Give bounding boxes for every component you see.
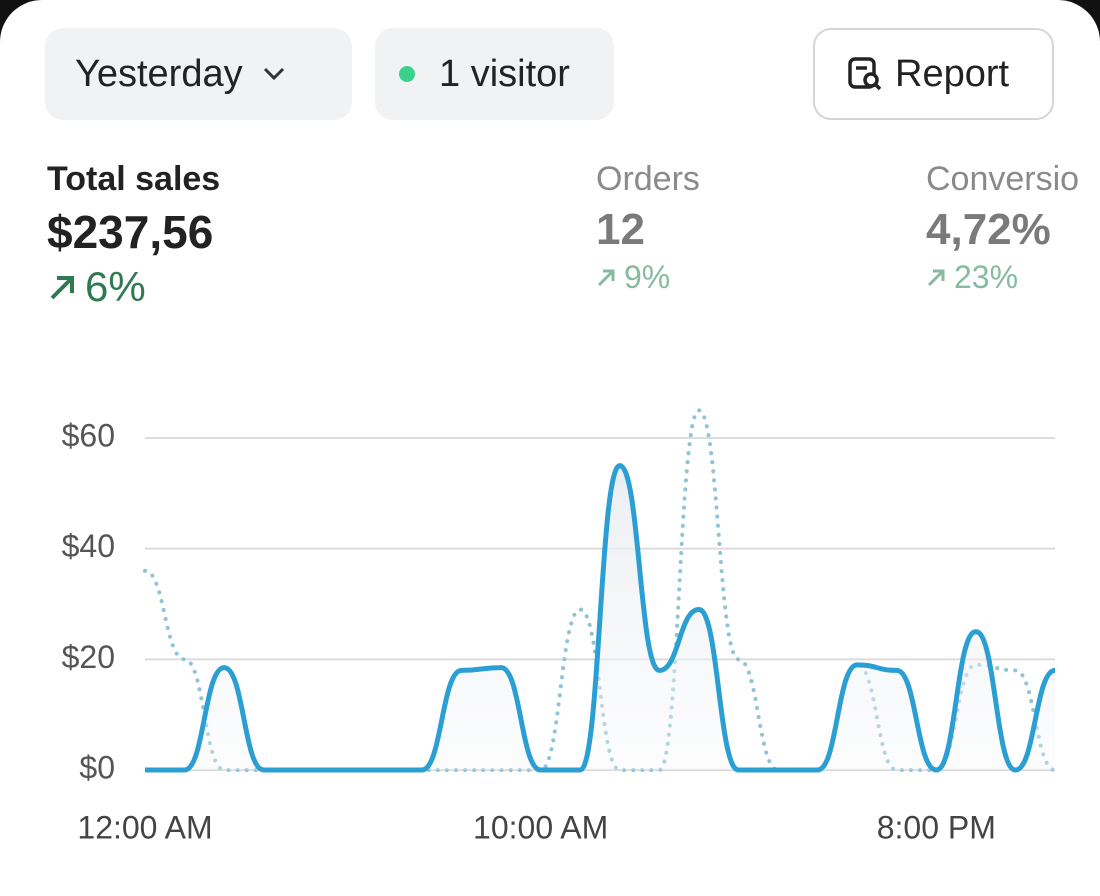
report-icon (848, 57, 882, 91)
y-tick-label: $0 (79, 749, 115, 785)
sales-line (145, 463, 1056, 773)
chevron-icon (263, 67, 284, 81)
metric-conversion[interactable]: Conversio 4,72% 23% (926, 160, 1079, 296)
metric-label: Orders (596, 160, 700, 198)
report-label: Report (895, 52, 1010, 95)
y-tick-label: $40 (62, 528, 115, 564)
up-arrow (597, 269, 615, 286)
metric-change: 23% (926, 259, 1079, 296)
x-tick-label: 10:00 AM (473, 809, 608, 845)
visitors-label: 1 visitor (439, 52, 570, 95)
change-value: 23% (954, 259, 1019, 295)
metric-change: 9% (596, 259, 700, 296)
metric-value: 4,72% (926, 205, 1051, 254)
report-button[interactable]: Report (813, 28, 1054, 120)
change-value: 6% (85, 263, 146, 310)
change-value: 9% (624, 259, 671, 295)
live-dot (399, 66, 415, 82)
x-tick-label: 12:00 AM (77, 809, 212, 845)
visitors-button[interactable]: 1 visitor (375, 28, 614, 120)
metric-change: 6% (47, 263, 220, 311)
x-tick-label: 8:00 PM (877, 809, 996, 845)
metric-label: Conversio (926, 160, 1080, 198)
date-button[interactable]: Yesterday (45, 28, 352, 120)
y-tick-label: $60 (62, 417, 115, 453)
up-arrow (50, 276, 74, 300)
date-label: Yesterday (75, 52, 243, 95)
metric-label: Total sales (47, 160, 221, 198)
metric-value: $237,56 (47, 206, 214, 258)
metric-value: 12 (596, 205, 645, 254)
metric-total-sales[interactable]: Total sales $237,56 6% (47, 160, 220, 311)
up-arrow (927, 269, 945, 286)
metric-orders[interactable]: Orders 12 9% (596, 160, 700, 296)
y-tick-label: $20 (62, 639, 115, 675)
